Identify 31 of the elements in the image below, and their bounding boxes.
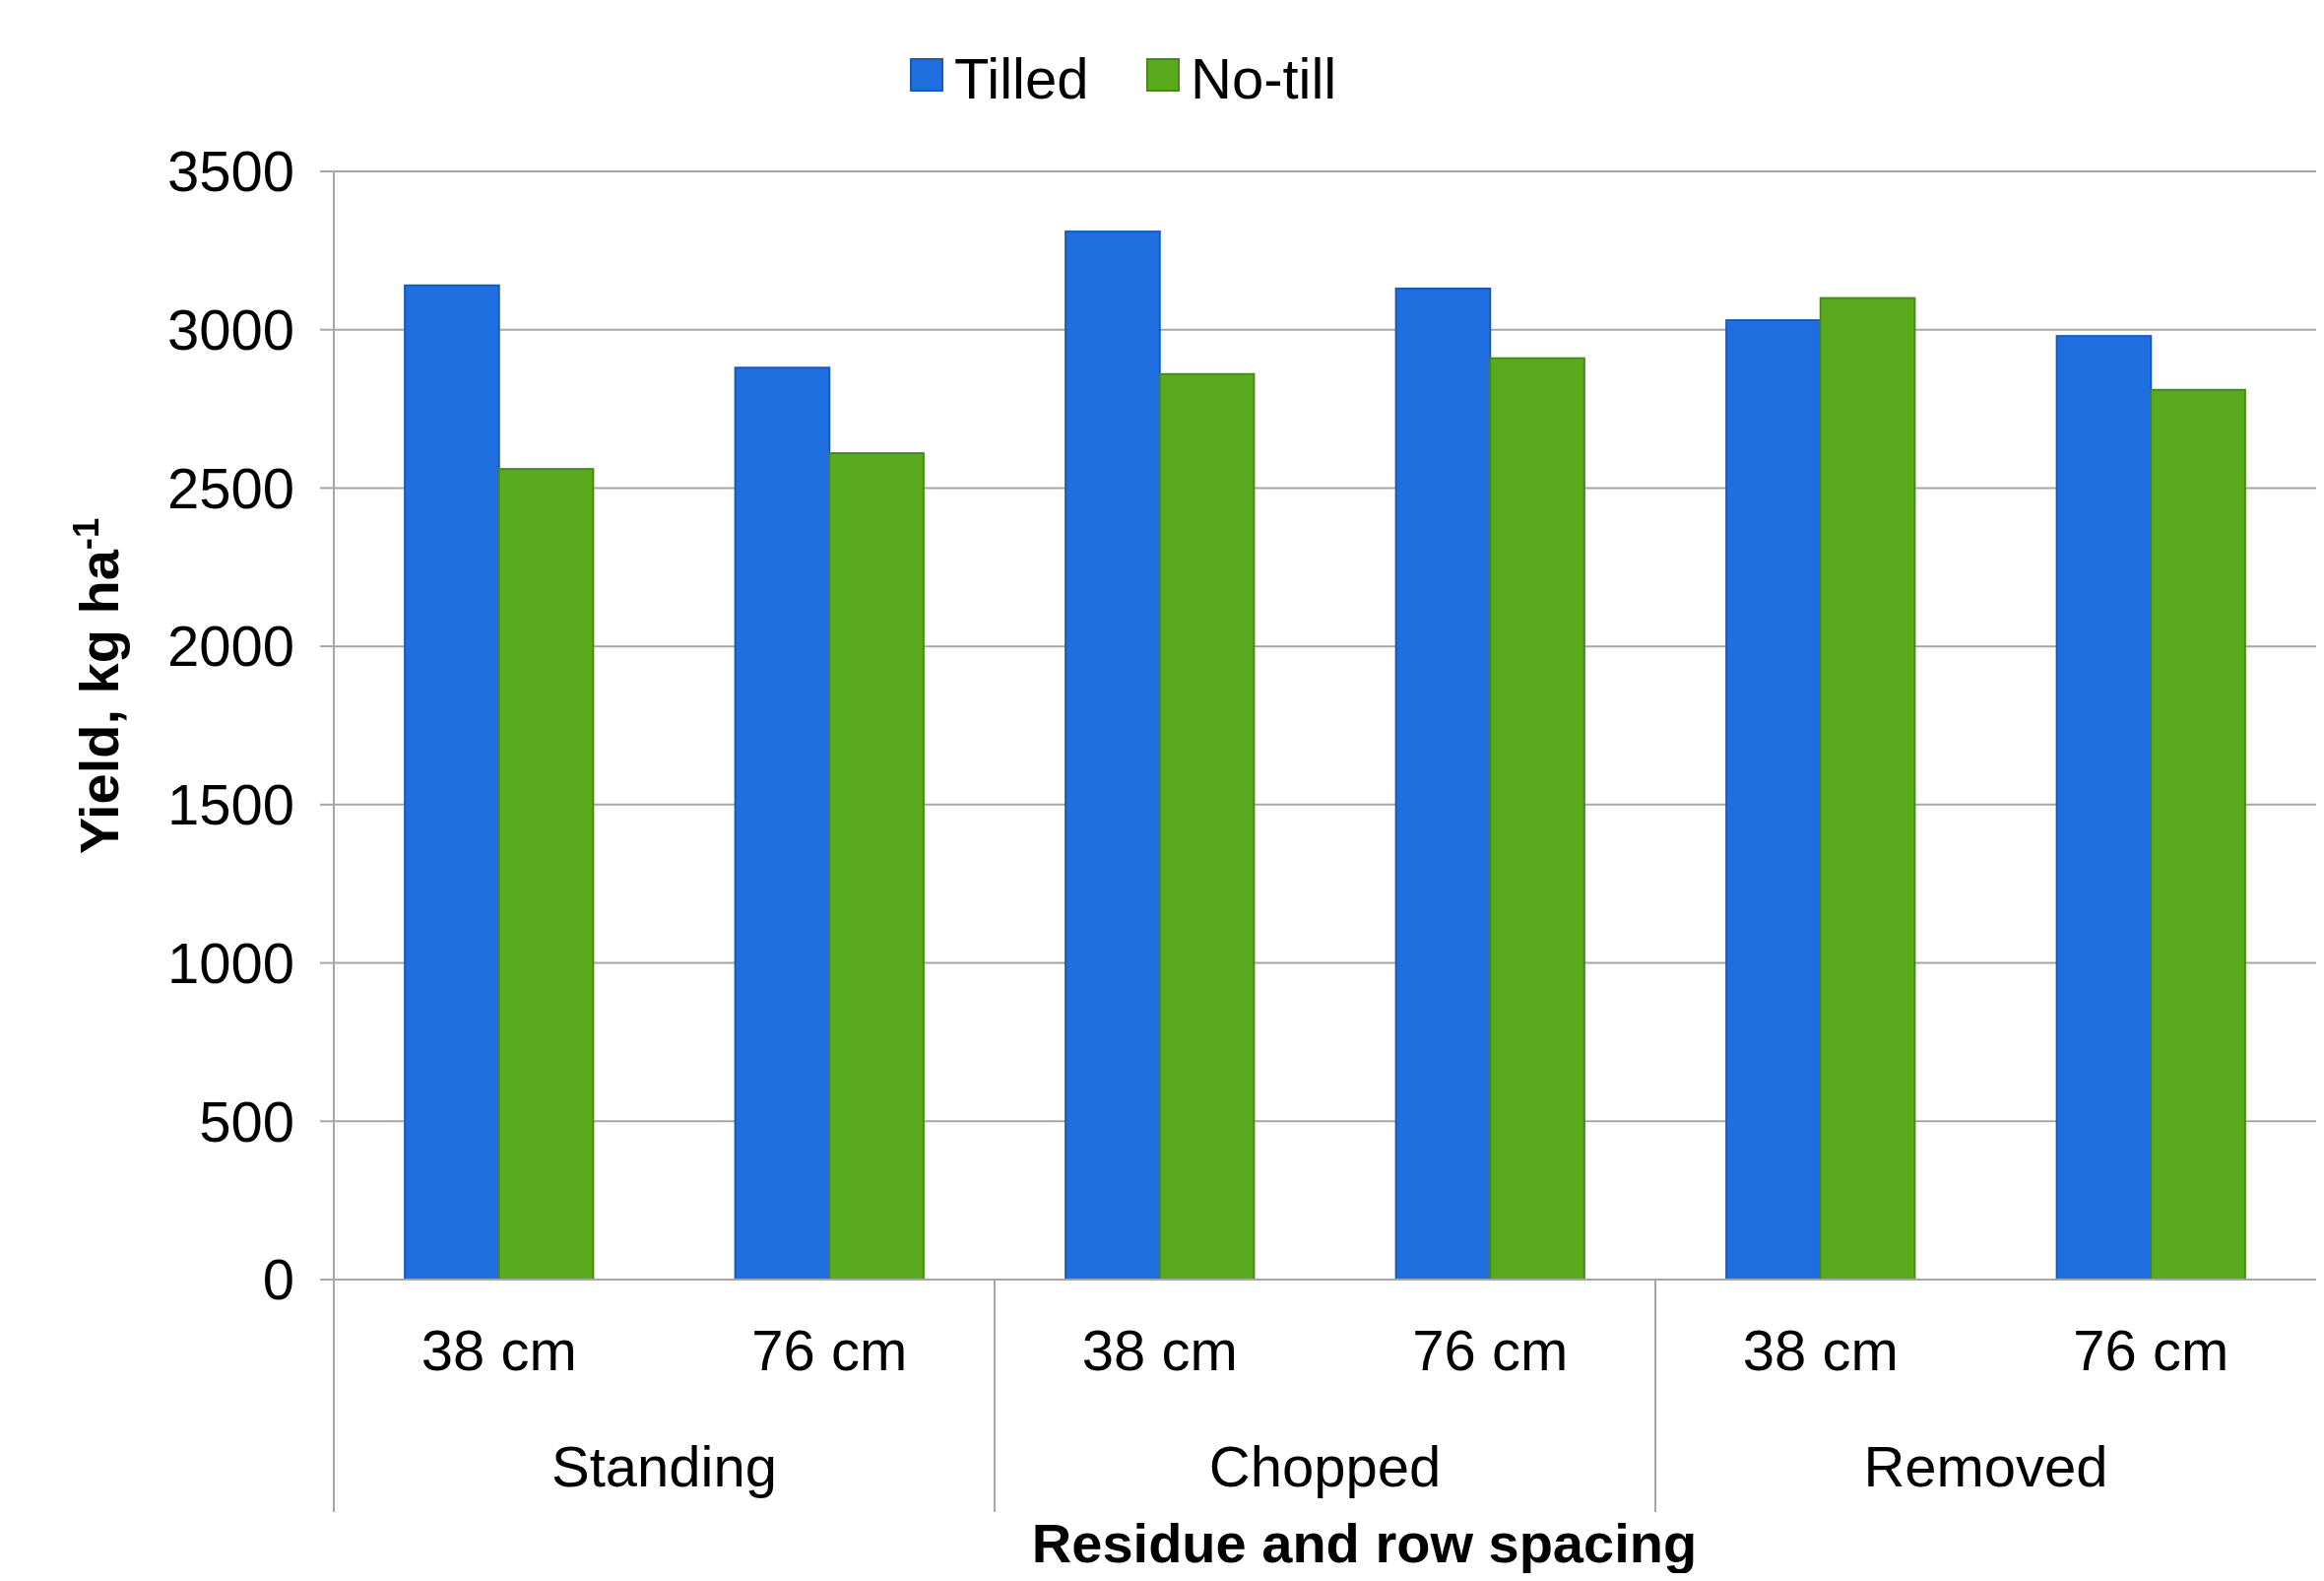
x-tick-label: 38 cm — [1081, 1318, 1238, 1382]
y-tick-label: 3000 — [166, 297, 294, 362]
x-tick-label: 76 cm — [1412, 1318, 1569, 1382]
y-tick-label: 1000 — [166, 930, 294, 995]
bar — [1489, 357, 1585, 1281]
bar — [2150, 388, 2246, 1281]
bar — [2055, 335, 2153, 1281]
x-tick-label: 76 cm — [751, 1318, 908, 1382]
legend-label: Tilled — [954, 46, 1089, 111]
bar — [404, 284, 500, 1281]
text: Removed — [1863, 1434, 2108, 1498]
bar — [1725, 319, 1822, 1281]
bar — [1158, 372, 1256, 1281]
y-tick-label: 500 — [199, 1088, 294, 1153]
x-tick-label: 38 cm — [420, 1318, 577, 1382]
bar — [1394, 287, 1492, 1281]
y-tick-label: 2000 — [166, 614, 294, 679]
y-tick-label: 2500 — [166, 455, 294, 520]
y-tick-label: 0 — [262, 1247, 294, 1312]
bar — [497, 468, 595, 1281]
y-tick-label: 1500 — [166, 772, 294, 837]
x-tick-label: 76 cm — [2073, 1318, 2229, 1382]
text: Chopped — [1208, 1434, 1442, 1498]
bar — [1819, 296, 1916, 1281]
bar — [734, 366, 831, 1281]
bar — [828, 452, 925, 1281]
x-tick-label: 38 cm — [1742, 1318, 1899, 1382]
text: Standing — [551, 1434, 777, 1498]
y-tick-label: 3500 — [166, 139, 294, 204]
legend-label: No-till — [1191, 46, 1337, 111]
bar — [1065, 231, 1161, 1281]
